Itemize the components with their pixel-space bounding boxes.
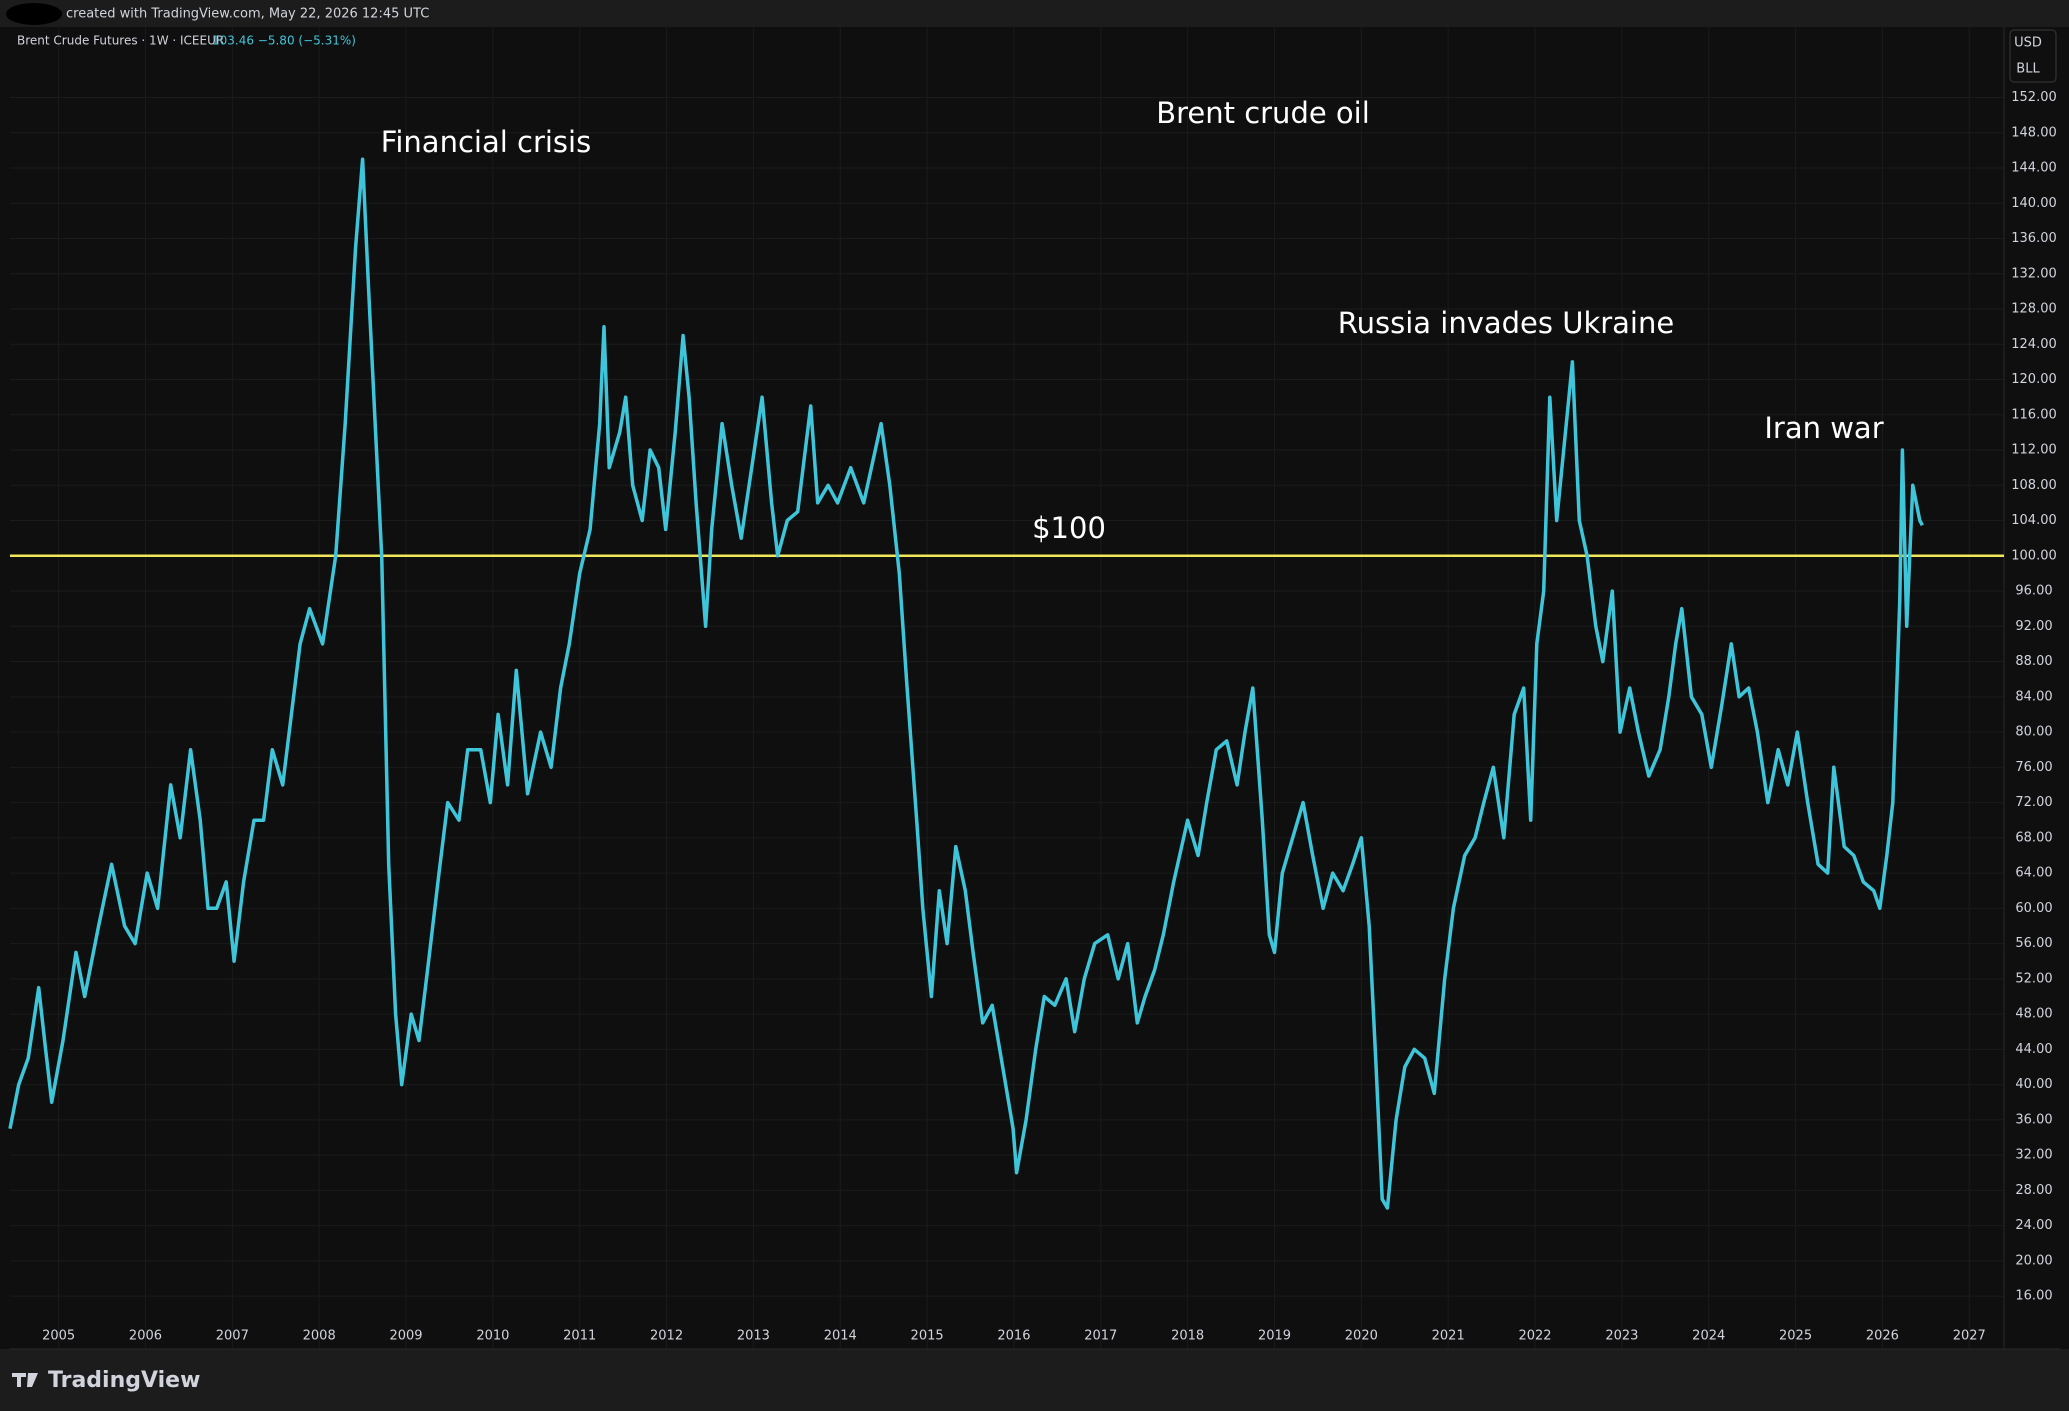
footer-bar	[0, 1349, 2069, 1411]
header-bar	[0, 0, 2069, 27]
x-tick-label: 2013	[737, 1329, 770, 1344]
y-tick-label: 132.00	[2011, 266, 2057, 281]
y-tick-label: 128.00	[2011, 302, 2057, 317]
y-tick-label: 92.00	[2015, 619, 2052, 634]
legend-symbol: Brent Crude Futures · 1W · ICEEUR	[17, 34, 224, 48]
chart-title: Brent crude oil	[1156, 96, 1370, 130]
x-tick-label: 2006	[129, 1329, 162, 1344]
x-tick-label: 2026	[1866, 1329, 1899, 1344]
x-tick-label: 2023	[1605, 1329, 1638, 1344]
y-tick-label: 60.00	[2015, 901, 2052, 916]
y-tick-label: 84.00	[2015, 689, 2052, 704]
x-tick-label: 2027	[1953, 1329, 1986, 1344]
y-tick-label: 36.00	[2015, 1112, 2052, 1127]
redaction	[6, 3, 62, 25]
y-tick-label: 112.00	[2011, 443, 2057, 458]
y-tick-label: 124.00	[2011, 337, 2057, 352]
y-tick-label: 68.00	[2015, 830, 2052, 845]
x-tick-label: 2020	[1345, 1329, 1378, 1344]
x-tick-label: 2014	[824, 1329, 857, 1344]
y-tick-label: 64.00	[2015, 866, 2052, 881]
header-text: created with TradingView.com, May 22, 20…	[66, 7, 429, 22]
y-tick-label: 44.00	[2015, 1042, 2052, 1057]
x-tick-label: 2025	[1779, 1329, 1812, 1344]
y-tick-label: 40.00	[2015, 1077, 2052, 1092]
x-tick-label: 2009	[389, 1329, 422, 1344]
y-tick-label: 80.00	[2015, 725, 2052, 740]
y-tick-label: 16.00	[2015, 1289, 2052, 1304]
logo-icon	[12, 1373, 38, 1387]
plot-area	[10, 27, 2004, 1349]
y-tick-label: 104.00	[2011, 513, 2057, 528]
x-tick-label: 2011	[563, 1329, 596, 1344]
y-tick-label: 48.00	[2015, 1007, 2052, 1022]
unit-label: USD	[2014, 36, 2042, 51]
price-line	[8, 157, 1924, 1210]
x-tick-label: 2021	[1432, 1329, 1465, 1344]
ticks: 16.00 20.00 24.00 28.00 32.00 36.00 40.00 44.00…	[42, 90, 2057, 1343]
y-tick-label: 120.00	[2011, 372, 2057, 387]
x-tick-label: 2019	[1258, 1329, 1291, 1344]
x-tick-label: 2015	[911, 1329, 944, 1344]
x-tick-label: 2017	[1084, 1329, 1117, 1344]
y-tick-label: 76.00	[2015, 760, 2052, 775]
y-tick-label: 28.00	[2015, 1183, 2052, 1198]
y-tick-label: 144.00	[2011, 161, 2057, 176]
unit-box	[2009, 29, 2057, 83]
y-tick-label: 100.00	[2011, 548, 2057, 563]
y-tick-label: 108.00	[2011, 478, 2057, 493]
x-tick-label: 2018	[1171, 1329, 1204, 1344]
y-tick-label: 72.00	[2015, 795, 2052, 810]
x-tick-label: 2022	[1518, 1329, 1551, 1344]
annotation: Iran war	[1764, 411, 1883, 445]
x-tick-label: 2010	[476, 1329, 509, 1344]
legend-quote: 103.46 −5.80 (−5.31%)	[212, 34, 356, 48]
brand-logo: TradingView	[12, 1368, 200, 1393]
annotation: Russia invades Ukraine	[1338, 306, 1674, 340]
y-tick-label: 32.00	[2015, 1148, 2052, 1163]
y-tick-label: 24.00	[2015, 1218, 2052, 1233]
y-tick-label: 140.00	[2011, 196, 2057, 211]
y-tick-label: 152.00	[2011, 90, 2057, 105]
y-tick-label: 52.00	[2015, 971, 2052, 986]
y-tick-label: 20.00	[2015, 1253, 2052, 1268]
y-tick-label: 148.00	[2011, 125, 2057, 140]
x-tick-label: 2016	[997, 1329, 1030, 1344]
y-tick-label: 116.00	[2011, 407, 2057, 422]
annotation: Financial crisis	[381, 125, 591, 159]
x-tick-label: 2005	[42, 1329, 75, 1344]
y-tick-label: 88.00	[2015, 654, 2052, 669]
y-tick-label: 96.00	[2015, 584, 2052, 599]
x-tick-label: 2024	[1692, 1329, 1725, 1344]
x-tick-label: 2012	[650, 1329, 683, 1344]
hline-label: $100	[1032, 511, 1106, 545]
brand: TradingView	[48, 1368, 200, 1393]
y-tick-label: 136.00	[2011, 231, 2057, 246]
x-tick-label: 2008	[303, 1329, 336, 1344]
x-tick-label: 2007	[216, 1329, 249, 1344]
unit-label: BLL	[2016, 62, 2040, 77]
marks	[8, 157, 2004, 1210]
y-tick-label: 56.00	[2015, 936, 2052, 951]
